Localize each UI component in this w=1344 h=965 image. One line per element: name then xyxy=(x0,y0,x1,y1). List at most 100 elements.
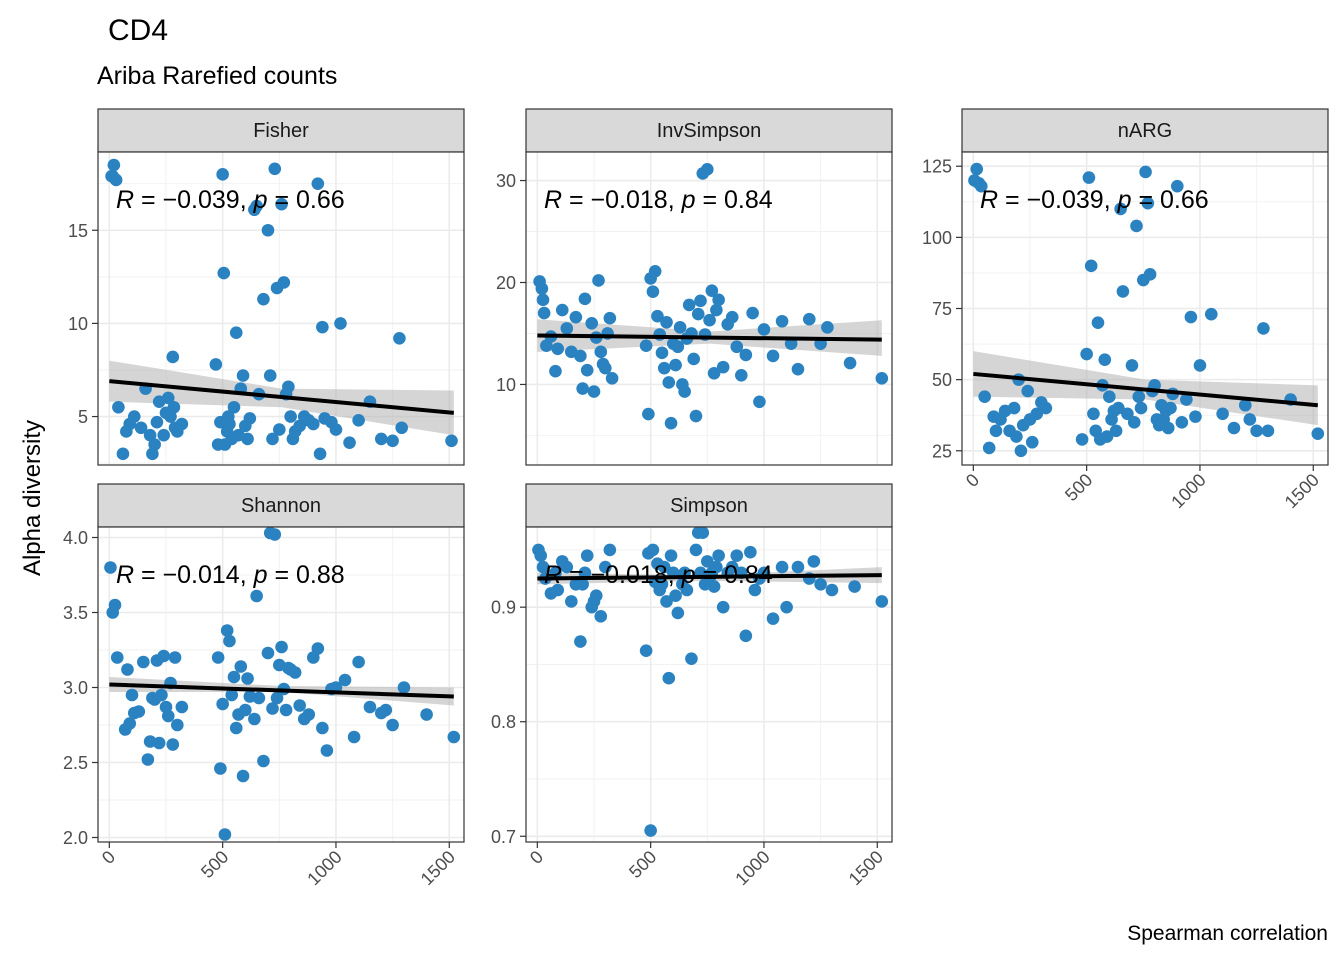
data-point xyxy=(227,670,241,684)
data-point xyxy=(662,376,676,389)
data-point xyxy=(739,629,753,643)
data-point xyxy=(569,310,583,324)
data-point xyxy=(753,395,766,409)
fit-line xyxy=(537,573,882,581)
data-point xyxy=(639,644,653,658)
data-point xyxy=(420,708,433,721)
data-point xyxy=(536,560,550,574)
y-tick-label: 3.5 xyxy=(63,603,88,623)
data-point xyxy=(293,699,306,712)
data-point xyxy=(843,356,857,370)
data-point xyxy=(680,583,694,597)
data-point xyxy=(1010,430,1023,443)
data-point xyxy=(250,589,263,603)
data-point xyxy=(229,326,243,340)
data-point xyxy=(261,223,275,237)
data-point xyxy=(1250,424,1263,438)
data-point xyxy=(1082,171,1096,184)
data-point xyxy=(1204,307,1218,321)
data-point xyxy=(875,595,889,608)
data-point xyxy=(268,528,282,541)
data-point xyxy=(125,688,139,702)
data-point xyxy=(673,321,687,334)
data-point xyxy=(594,345,608,359)
data-point xyxy=(560,322,574,335)
data-point xyxy=(574,635,587,648)
data-point xyxy=(311,642,325,655)
data-point xyxy=(1087,407,1100,421)
data-point xyxy=(393,332,406,345)
data-point xyxy=(316,320,329,334)
data-point xyxy=(814,577,827,591)
data-point xyxy=(217,266,231,280)
data-point xyxy=(648,264,662,278)
facet-panel-fisher: Fisher R = −0.039, p = 0.66 5 10 15 xyxy=(68,108,465,466)
data-point xyxy=(646,543,660,557)
data-point xyxy=(1161,421,1175,435)
data-point xyxy=(551,342,565,356)
data-point xyxy=(338,673,352,687)
data-point xyxy=(1114,202,1127,216)
y-tick-label: 0.7 xyxy=(491,827,516,847)
data-point xyxy=(574,349,587,363)
y-tick-label: 2.5 xyxy=(63,753,88,773)
data-point xyxy=(1121,407,1134,421)
data-point xyxy=(116,447,130,461)
data-point xyxy=(167,400,181,414)
data-point xyxy=(157,428,171,442)
data-point xyxy=(766,612,780,625)
x-tick-label: 1500 xyxy=(845,847,887,889)
data-point xyxy=(216,168,229,181)
data-point xyxy=(363,700,377,714)
data-point xyxy=(642,407,655,421)
data-point xyxy=(175,417,189,431)
data-point xyxy=(580,549,594,562)
data-point xyxy=(1311,427,1325,441)
data-point xyxy=(549,364,562,378)
data-point xyxy=(687,352,701,366)
y-tick-label: 15 xyxy=(68,221,88,241)
data-point xyxy=(578,566,592,580)
data-point xyxy=(549,566,562,580)
y-tick-label: 0.9 xyxy=(491,598,516,618)
y-tick-label: 2.0 xyxy=(63,828,88,848)
data-point xyxy=(334,317,347,330)
data-point xyxy=(1025,435,1039,449)
data-point xyxy=(329,423,343,436)
data-point xyxy=(669,589,682,603)
data-point xyxy=(152,736,166,750)
facet-strip-label: InvSimpson xyxy=(657,120,762,142)
data-point xyxy=(662,671,676,685)
data-point xyxy=(155,688,168,702)
data-point xyxy=(639,339,653,353)
data-point xyxy=(239,703,252,717)
x-tick-label: 1000 xyxy=(1167,470,1209,512)
data-point xyxy=(1112,401,1125,415)
chart-caption: Spearman correlation xyxy=(1127,922,1328,945)
data-point xyxy=(791,362,805,376)
data-point xyxy=(168,651,182,664)
data-point xyxy=(1021,384,1035,398)
data-point xyxy=(707,366,721,380)
facet-panels: Fisher R = −0.039, p = 0.66 5 10 15 InvSimpso… xyxy=(63,108,1329,889)
data-point xyxy=(875,372,889,385)
x-tick-label: 1000 xyxy=(303,847,345,889)
data-point xyxy=(447,730,461,744)
data-point xyxy=(277,276,291,289)
data-point xyxy=(989,424,1003,438)
data-point xyxy=(273,423,286,436)
data-point xyxy=(580,363,594,377)
y-tick-label: 10 xyxy=(496,375,516,395)
facet-strip-label: Simpson xyxy=(670,495,748,517)
chart-title: CD4 xyxy=(108,14,168,47)
data-point xyxy=(1164,401,1177,415)
facet-strip xyxy=(525,108,893,153)
facet-strip xyxy=(97,108,465,153)
data-point xyxy=(603,311,617,325)
data-point xyxy=(220,624,234,637)
data-point xyxy=(395,421,408,435)
data-point xyxy=(110,651,124,664)
data-point xyxy=(982,441,996,455)
data-point xyxy=(209,358,223,371)
fit-line xyxy=(109,682,454,699)
